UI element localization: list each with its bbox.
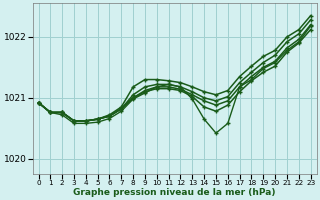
X-axis label: Graphe pression niveau de la mer (hPa): Graphe pression niveau de la mer (hPa) (73, 188, 276, 197)
